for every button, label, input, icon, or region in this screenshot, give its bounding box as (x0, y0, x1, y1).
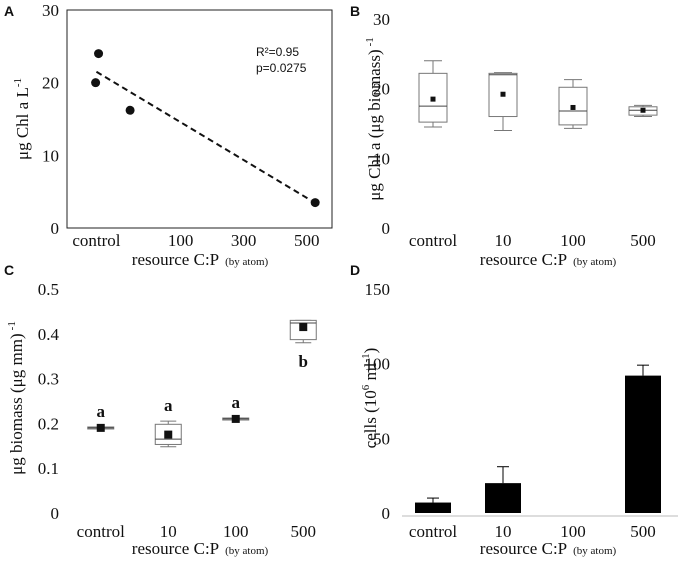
panel-b-xlabel: resource C:P (by atom) (480, 250, 617, 269)
panel-d-bar-1 (485, 483, 521, 513)
panel-d-xlabel-text: resource C:P (480, 539, 567, 558)
panel-d-xtick-2: 100 (560, 522, 586, 541)
panel-c-mean-2 (231, 414, 240, 423)
panel-a-ylabel-text: μg Chl a L (13, 87, 32, 160)
panel-d-xlabel: resource C:P (by atom) (480, 539, 617, 558)
panel-b-mean-1 (500, 91, 506, 97)
panel-c-xlabel-suffix: (by atom) (225, 545, 268, 557)
panel-a-xtick-3: 500 (294, 231, 320, 250)
panel-d: D cells (106 ml-1) resource C:P (by atom)… (350, 262, 678, 558)
panel-b-xlabel-text: resource C:P (480, 250, 567, 269)
panel-b-ytick-2: 20 (373, 80, 390, 99)
panel-d-xtick-0: control (409, 522, 457, 541)
panel-a-point-0 (91, 78, 101, 88)
panel-c-group-letter-0: a (97, 402, 106, 421)
panel-b-ytick-0: 0 (382, 219, 391, 238)
panel-b-xtick-2: 100 (560, 231, 586, 250)
panel-b-xtick-1: 10 (495, 231, 512, 250)
panel-a-letter: A (4, 3, 14, 19)
panel-b-mean-3 (640, 107, 646, 113)
panel-b-ytick-1: 10 (373, 149, 390, 168)
panel-b-letter: B (350, 3, 360, 19)
panel-d-ylabel: cells (106 ml-1) (360, 348, 380, 449)
panel-b-xtick-3: 500 (630, 231, 656, 250)
panel-d-xlabel-suffix: (by atom) (573, 545, 616, 557)
panel-a-trendline (95, 70, 312, 202)
panel-c-letter: C (4, 262, 14, 278)
panel-d-ylabel-tail: ml (361, 362, 380, 384)
panel-a-ylabel: μg Chl a L-1 (12, 78, 32, 160)
panel-a: A μg Chl a L-1 R²=0.95 p=0.0275 resource… (4, 1, 333, 269)
panel-a-annotation-p: p=0.0275 (256, 61, 307, 75)
panel-c-xtick-2: 100 (223, 522, 249, 541)
panel-a-frame (66, 9, 333, 229)
panel-b-ylabel-text: μg Chl a (μg biomass) (365, 49, 384, 200)
panel-a-xtick-0: control (72, 231, 120, 250)
panel-c-xtick-0: control (77, 522, 125, 541)
panel-a-xlabel: resource C:P (by atom) (132, 250, 269, 269)
panel-c-ylabel: μg biomass (μg mm) -1 (6, 321, 26, 475)
panel-c-group-letter-1: a (164, 396, 173, 415)
panel-d-bar-3 (625, 375, 661, 513)
panel-b-mean-0 (430, 96, 436, 102)
panel-c-mean-0 (96, 423, 105, 432)
panel-a-point-3 (310, 198, 320, 208)
panel-c-ylabel-text: μg biomass (μg mm) (7, 333, 26, 474)
panel-d-ylabel-text: cells (10 (361, 390, 380, 448)
panel-b-ytick-3: 30 (373, 10, 390, 29)
panel-c-group-letter-3: b (299, 352, 308, 371)
panel-a-annotation-r2: R²=0.95 (256, 45, 299, 59)
panel-d-letter: D (350, 262, 360, 278)
panel-c: C μg biomass (μg mm) -1 resource C:P (by a… (4, 262, 317, 558)
panel-d-ytick-2: 100 (365, 355, 391, 374)
panel-d-ylabel-sup: 6 (360, 384, 372, 390)
panel-c-xtick-3: 500 (291, 522, 317, 541)
panel-c-ytick-5: 0.5 (38, 280, 59, 299)
panel-a-ytick-0: 0 (51, 219, 60, 238)
panel-a-ytick-2: 20 (42, 74, 59, 93)
panel-a-ytick-3: 30 (42, 1, 59, 20)
panel-c-ytick-1: 0.1 (38, 459, 59, 478)
panel-a-xlabel-text: resource C:P (132, 250, 219, 269)
panel-c-xlabel: resource C:P (by atom) (132, 539, 269, 558)
panel-b-xtick-0: control (409, 231, 457, 250)
panel-a-point-2 (125, 105, 135, 115)
panel-d-ytick-0: 0 (382, 504, 391, 523)
panel-c-ylabel-sup: -1 (6, 321, 18, 330)
panel-b-ylabel-sup: -1 (364, 37, 376, 46)
panel-d-ylabel-close: ) (361, 348, 380, 354)
panel-c-ytick-0: 0 (51, 504, 60, 523)
panel-c-ytick-3: 0.3 (38, 370, 59, 389)
panel-a-ytick-1: 10 (42, 146, 59, 165)
panel-c-ytick-4: 0.4 (38, 325, 60, 344)
panel-c-mean-3 (299, 323, 308, 332)
panel-b: B μg Chl a (μg biomass) -1 resource C:P (b… (350, 3, 658, 269)
panel-c-xtick-1: 10 (160, 522, 177, 541)
panel-a-ylabel-sup: -1 (12, 78, 24, 87)
panel-b-ylabel: μg Chl a (μg biomass) -1 (364, 37, 384, 201)
panel-d-bar-0 (415, 502, 451, 513)
panel-d-ylabel-tail-sup: -1 (360, 353, 372, 362)
panel-c-group-letter-2: a (232, 393, 241, 412)
panel-b-mean-2 (570, 104, 576, 110)
panel-c-xlabel-text: resource C:P (132, 539, 219, 558)
panel-d-xtick-1: 10 (495, 522, 512, 541)
panel-a-xlabel-suffix: (by atom) (225, 256, 268, 268)
panel-a-point-1 (94, 49, 104, 59)
panel-a-xtick-1: 100 (168, 231, 194, 250)
panel-d-xtick-3: 500 (630, 522, 656, 541)
panel-c-ytick-2: 0.2 (38, 414, 59, 433)
panel-d-ytick-1: 50 (373, 429, 390, 448)
panel-c-mean-1 (164, 430, 173, 439)
panel-d-ytick-3: 150 (365, 280, 391, 299)
panel-a-xtick-2: 300 (231, 231, 257, 250)
panel-b-xlabel-suffix: (by atom) (573, 256, 616, 268)
